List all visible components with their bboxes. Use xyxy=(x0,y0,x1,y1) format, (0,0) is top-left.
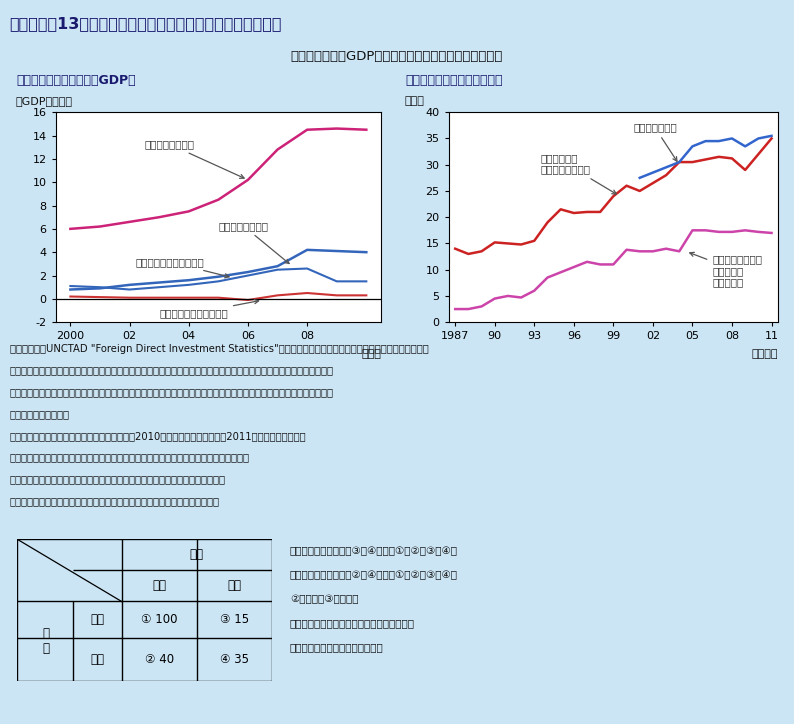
Text: 業企業の海外事業展開の動向」による（調査対象：製造業で原則として海外現地法人を３社以上有している: 業企業の海外事業展開の動向」による（調査対象：製造業で原則として海外現地法人を３… xyxy=(10,387,333,397)
Text: 海外売上高比率　＝（②＋④）／（①＋②＋③＋④）: 海外売上高比率 ＝（②＋④）／（①＋②＋③＋④） xyxy=(290,571,458,581)
Text: なお、表中の数値はイメージであり、現実の: なお、表中の数値はイメージであり、現実の xyxy=(290,618,414,628)
Text: ３．ここで用いている海外現地生産比率、海外売上高比率の定義は下記の通り。: ３．ここで用いている海外現地生産比率、海外売上高比率の定義は下記の通り。 xyxy=(10,452,249,463)
Text: 海外売上高比率＝（海外売上高）／（国内売上高＋海外売上高）: 海外売上高比率＝（海外売上高）／（国内売上高＋海外売上高） xyxy=(10,496,219,506)
Text: 対外直接投資（フロー）: 対外直接投資（フロー） xyxy=(136,257,229,278)
Text: 海外: 海外 xyxy=(227,579,241,592)
Text: 海外売上高比率: 海外売上高比率 xyxy=(633,122,677,161)
Text: （GDP比、％）: （GDP比、％） xyxy=(16,96,73,106)
Text: 海外現地生産比率＝（③＋④）／（①＋②＋③＋④）: 海外現地生産比率＝（③＋④）／（①＋②＋③＋④） xyxy=(290,547,458,557)
Text: 国内: 国内 xyxy=(91,613,105,626)
Text: 海外生産比率
（国際協力銀行）: 海外生産比率 （国際協力銀行） xyxy=(541,153,616,194)
Text: （備考）１．UNCTAD "Foreign Direct Investment Statistics"、内閣府「企業行動に関するアンケート調査」（調査対: （備考）１．UNCTAD "Foreign Direct Investment … xyxy=(10,344,428,354)
Text: ② 40: ② 40 xyxy=(145,653,174,666)
Text: 生産: 生産 xyxy=(190,548,203,561)
Text: 対外直接投資のGDP比はフロー、ストックとも上昇傾向: 対外直接投資のGDP比はフロー、ストックとも上昇傾向 xyxy=(291,51,503,63)
Text: 国内: 国内 xyxy=(152,579,166,592)
Text: 海外現地生産比率＝（海外生産高）／（国内生産高＋海外生産高）: 海外現地生産比率＝（海外生産高）／（国内生産高＋海外生産高） xyxy=(10,474,225,484)
Text: ① 100: ① 100 xyxy=(141,613,177,626)
Text: 対内直接投資（フロー）: 対内直接投資（フロー） xyxy=(159,300,259,319)
Text: （１）日本の直接投資のGDP比: （１）日本の直接投資のGDP比 xyxy=(16,75,136,87)
Text: データを反映したものではない。: データを反映したものではない。 xyxy=(290,642,384,652)
Text: 対外直接投資残高: 対外直接投資残高 xyxy=(145,139,244,178)
Text: （年）: （年） xyxy=(361,350,381,360)
Text: 海外: 海外 xyxy=(91,653,105,666)
Text: 象：東京、大阪、名古屋の証券取引所第１部、第２部に上場している製造業）、国際協力銀行「わが国製造: 象：東京、大阪、名古屋の証券取引所第１部、第２部に上場している製造業）、国際協力… xyxy=(10,366,333,376)
Text: （２）海外生産比率等の推移: （２）海外生産比率等の推移 xyxy=(405,75,503,87)
Text: ②：輸出、③：逆輸入: ②：輸出、③：逆輸入 xyxy=(290,594,358,605)
Text: 企業）。: 企業）。 xyxy=(10,409,70,419)
Text: （年度）: （年度） xyxy=(752,350,778,360)
Text: ③ 15: ③ 15 xyxy=(219,613,249,626)
Text: 海外現地生産比率
前年度実績
（内閣府）: 海外現地生産比率 前年度実績 （内閣府） xyxy=(690,253,762,287)
Text: 第２－１－13図　対外・対内直接投資と海外生産比率の推移: 第２－１－13図 対外・対内直接投資と海外生産比率の推移 xyxy=(10,16,282,31)
Text: ④ 35: ④ 35 xyxy=(220,653,249,666)
Text: （％）: （％） xyxy=(405,96,425,106)
Text: 対内直接投資残高: 対内直接投資残高 xyxy=(218,221,289,264)
Text: 売
上: 売 上 xyxy=(42,627,49,655)
Text: ２．海外生産比率（国際協力銀行）の2010年度の値は実績見込み、2011年度は中期的計画。: ２．海外生産比率（国際協力銀行）の2010年度の値は実績見込み、2011年度は中… xyxy=(10,431,306,441)
